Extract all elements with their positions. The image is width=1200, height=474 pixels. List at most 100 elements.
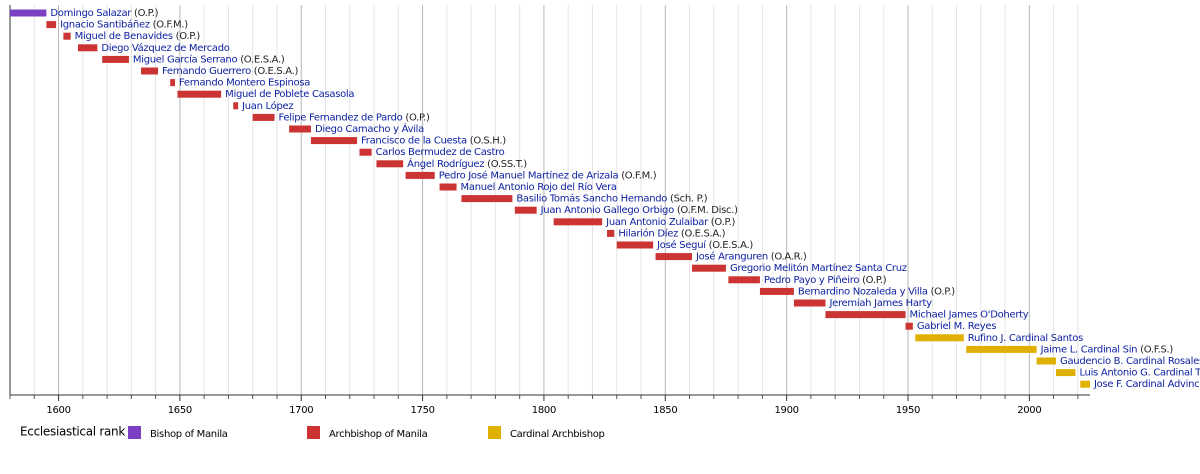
legend-swatch xyxy=(307,426,320,439)
bar xyxy=(616,241,654,249)
bar-label: Pedro Payo y Piñeiro (O.P.) xyxy=(764,275,887,286)
bar-label: Carlos Bermudez de Castro xyxy=(376,147,505,158)
bar-label: Juan Antonio Zulaibar (O.P.) xyxy=(605,217,735,228)
bar xyxy=(514,206,537,214)
bar-label: José Seguí (O.E.S.A.) xyxy=(656,239,753,251)
bar-label: Jose F. Cardinal Advincula xyxy=(1093,379,1200,390)
bar xyxy=(966,345,1037,353)
bar-label: Miguel García Serrano (O.E.S.A.) xyxy=(133,53,285,65)
x-tick-label: 1650 xyxy=(168,405,192,416)
order-note: (O.P.) xyxy=(405,112,430,123)
bar-label: Ángel Rodríguez (O.SS.T.) xyxy=(407,157,527,170)
person-name: Michael James O'Doherty xyxy=(910,310,1029,321)
bar-label: Gabriel M. Reyes xyxy=(917,321,996,332)
bar-label: Bernardino Nozaleda y Villa (O.P.) xyxy=(798,286,955,297)
bar-label: Jeremiah James Harty xyxy=(828,298,932,309)
order-note: (O.E.S.A.) xyxy=(254,66,299,77)
legend-title: Ecclesiastical rank xyxy=(20,425,125,439)
bar xyxy=(46,21,57,29)
order-note: (O.P.) xyxy=(176,31,201,42)
bar xyxy=(376,160,404,168)
bar xyxy=(759,287,794,295)
bar xyxy=(310,137,358,145)
person-name: Gaudencio B. Cardinal Rosales xyxy=(1060,356,1200,367)
bar xyxy=(177,90,222,98)
x-tick-label: 1700 xyxy=(289,405,313,416)
x-tick-label: 1950 xyxy=(896,405,920,416)
person-name: Felipe Fernandez de Pardo xyxy=(279,112,403,123)
bar xyxy=(793,299,826,307)
bar xyxy=(1080,380,1090,388)
bar-label: Juan Antonio Gallego Orbigo (O.F.M. Disc… xyxy=(540,205,738,216)
person-name: Bernardino Nozaleda y Villa xyxy=(798,286,928,297)
bar-label: Ignacio Santibáñez (O.F.M.) xyxy=(60,19,188,31)
person-name: Ángel Rodríguez xyxy=(407,157,484,170)
legend-label: Bishop of Manila xyxy=(150,429,228,440)
bar xyxy=(1056,369,1076,377)
person-name: Diego Camacho y Ávila xyxy=(315,122,424,135)
person-name: Jose F. Cardinal Advincula xyxy=(1093,379,1200,390)
person-name: Miguel de Benavides xyxy=(75,31,173,42)
bar-label: Luis Antonio G. Cardinal Tagle xyxy=(1079,368,1200,379)
x-tick-label: 1600 xyxy=(46,405,70,416)
x-tick-label: 1800 xyxy=(532,405,556,416)
legend-swatch xyxy=(488,426,501,439)
bar xyxy=(359,148,372,156)
person-name: Juan Antonio Zulaibar xyxy=(605,217,709,228)
bar xyxy=(655,253,692,261)
order-note: (O.P.) xyxy=(134,8,159,19)
bar-label: Fernando Guerrero (O.E.S.A.) xyxy=(162,66,298,77)
bar-label: Juan López xyxy=(241,100,293,112)
person-name: Fernando Guerrero xyxy=(162,66,251,77)
bar xyxy=(102,55,129,63)
person-name: Diego Vázquez de Mercado xyxy=(101,42,229,54)
bar-label: Manuel Antonio Rojo del Río Vera xyxy=(461,181,617,193)
bar xyxy=(691,264,726,272)
person-name: Miguel García Serrano xyxy=(133,53,238,65)
person-name: Miguel de Poblete Casasola xyxy=(225,89,354,100)
person-name: Juan Antonio Gallego Orbigo xyxy=(540,205,674,216)
order-note: (O.P.) xyxy=(711,217,736,228)
person-name: José Aranguren xyxy=(695,251,768,263)
person-name: Rufino J. Cardinal Santos xyxy=(968,333,1083,344)
bar-label: Pedro José Manuel Martínez de Arizala (O… xyxy=(439,169,657,181)
order-note: (O.SS.T.) xyxy=(487,159,527,170)
x-tick-label: 1850 xyxy=(653,405,677,416)
bar xyxy=(1036,357,1057,365)
person-name: Gregorio Melitón Martínez Santa Cruz xyxy=(730,262,907,274)
bar xyxy=(405,171,435,179)
order-note: (O.A.R.) xyxy=(771,252,807,263)
bar xyxy=(915,334,964,342)
person-name: Francisco de la Cuesta xyxy=(361,136,467,147)
person-name: Gabriel M. Reyes xyxy=(917,321,996,332)
order-note: (O.F.M.) xyxy=(153,20,189,31)
bar-label: Gregorio Melitón Martínez Santa Cruz xyxy=(730,262,907,274)
bar xyxy=(77,44,98,52)
bar-label: Jaime L. Cardinal Sin (O.F.S.) xyxy=(1040,344,1174,355)
bar xyxy=(63,32,71,40)
bar-label: Fernando Montero Espinosa xyxy=(179,78,310,89)
bar xyxy=(170,79,176,87)
person-name: Fernando Montero Espinosa xyxy=(179,78,310,89)
person-name: Juan López xyxy=(241,100,293,112)
bar-label: Miguel de Benavides (O.P.) xyxy=(75,31,201,42)
bar-label: Michael James O'Doherty xyxy=(910,310,1029,321)
bar xyxy=(905,322,913,330)
person-name: Carlos Bermudez de Castro xyxy=(376,147,505,158)
person-name: José Seguí xyxy=(656,239,707,251)
legend-label: Archbishop of Manila xyxy=(329,429,428,440)
order-note: (O.P.) xyxy=(862,275,887,286)
bar xyxy=(439,183,457,191)
x-tick-label: 1900 xyxy=(775,405,799,416)
bar-label: Felipe Fernandez de Pardo (O.P.) xyxy=(279,112,431,123)
bar xyxy=(728,276,760,284)
person-name: Domingo Salazar xyxy=(50,8,132,19)
legend-label: Cardinal Archbishop xyxy=(510,429,605,440)
person-name: Manuel Antonio Rojo del Río Vera xyxy=(461,181,617,193)
bar-label: Diego Vázquez de Mercado xyxy=(101,42,229,54)
order-note: (O.F.M.) xyxy=(621,170,657,181)
bar-label: Rufino J. Cardinal Santos xyxy=(968,333,1083,344)
order-note: (O.E.S.A.) xyxy=(709,240,754,251)
order-note: (Sch. P.) xyxy=(670,194,708,205)
person-name: Pedro José Manuel Martínez de Arizala xyxy=(439,169,619,181)
